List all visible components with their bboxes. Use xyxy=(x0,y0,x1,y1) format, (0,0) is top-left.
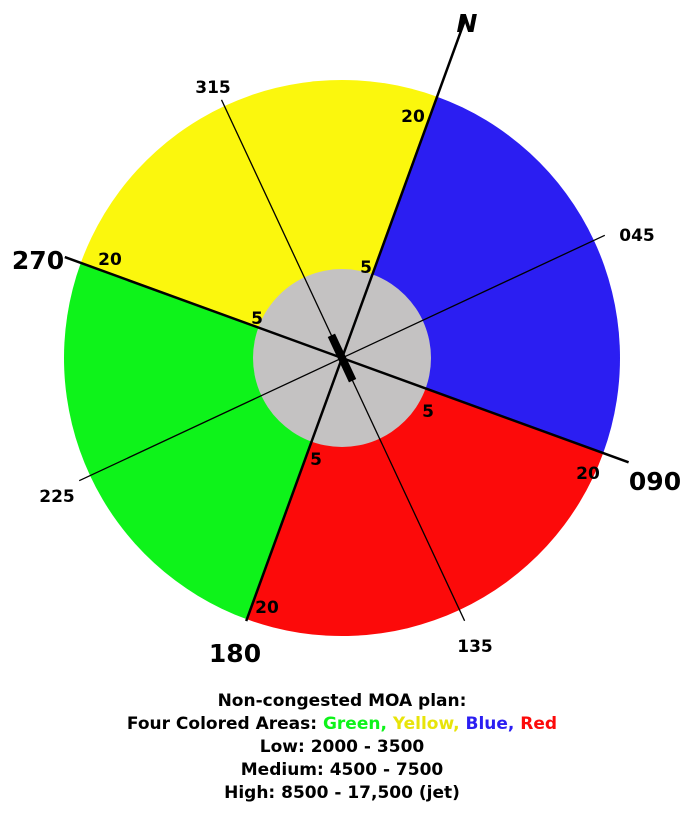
radial-label: 090 xyxy=(629,467,681,496)
runway xyxy=(327,333,357,383)
area-yellow: Yellow, xyxy=(392,714,460,734)
caption-high: High: 8500 - 17,500 (jet) xyxy=(224,783,460,803)
caption-title: Non-congested MOA plan: xyxy=(218,691,467,711)
caption-medium: Medium: 4500 - 7500 xyxy=(241,760,444,780)
radial-090 xyxy=(341,356,630,464)
distance-label: 20 xyxy=(255,598,279,618)
north-label: N xyxy=(457,9,478,38)
distance-label: 5 xyxy=(422,402,434,422)
radial-label: 225 xyxy=(39,487,75,507)
radial-label: 045 xyxy=(619,226,655,246)
radial-270 xyxy=(64,255,343,360)
distance-label: 5 xyxy=(251,309,263,329)
areas-label: Four Colored Areas: xyxy=(127,714,317,734)
distance-label: 5 xyxy=(360,258,372,278)
radial-label: 180 xyxy=(209,639,261,668)
area-red: Red xyxy=(520,714,557,734)
area-blue: Blue, xyxy=(465,714,514,734)
distance-label: 20 xyxy=(401,107,425,127)
radial-north xyxy=(340,19,467,359)
radial-label: 315 xyxy=(195,78,231,98)
radial-180 xyxy=(245,357,344,622)
caption-areas: Four Colored Areas: Green, Yellow, Blue,… xyxy=(127,714,557,734)
distance-label: 5 xyxy=(310,450,322,470)
radial-label: 270 xyxy=(12,246,64,275)
caption-low: Low: 2000 - 3500 xyxy=(260,737,425,757)
radial-label: 135 xyxy=(457,637,493,657)
distance-label: 20 xyxy=(98,250,122,270)
area-green: Green, xyxy=(323,714,387,734)
distance-label: 20 xyxy=(576,464,600,484)
